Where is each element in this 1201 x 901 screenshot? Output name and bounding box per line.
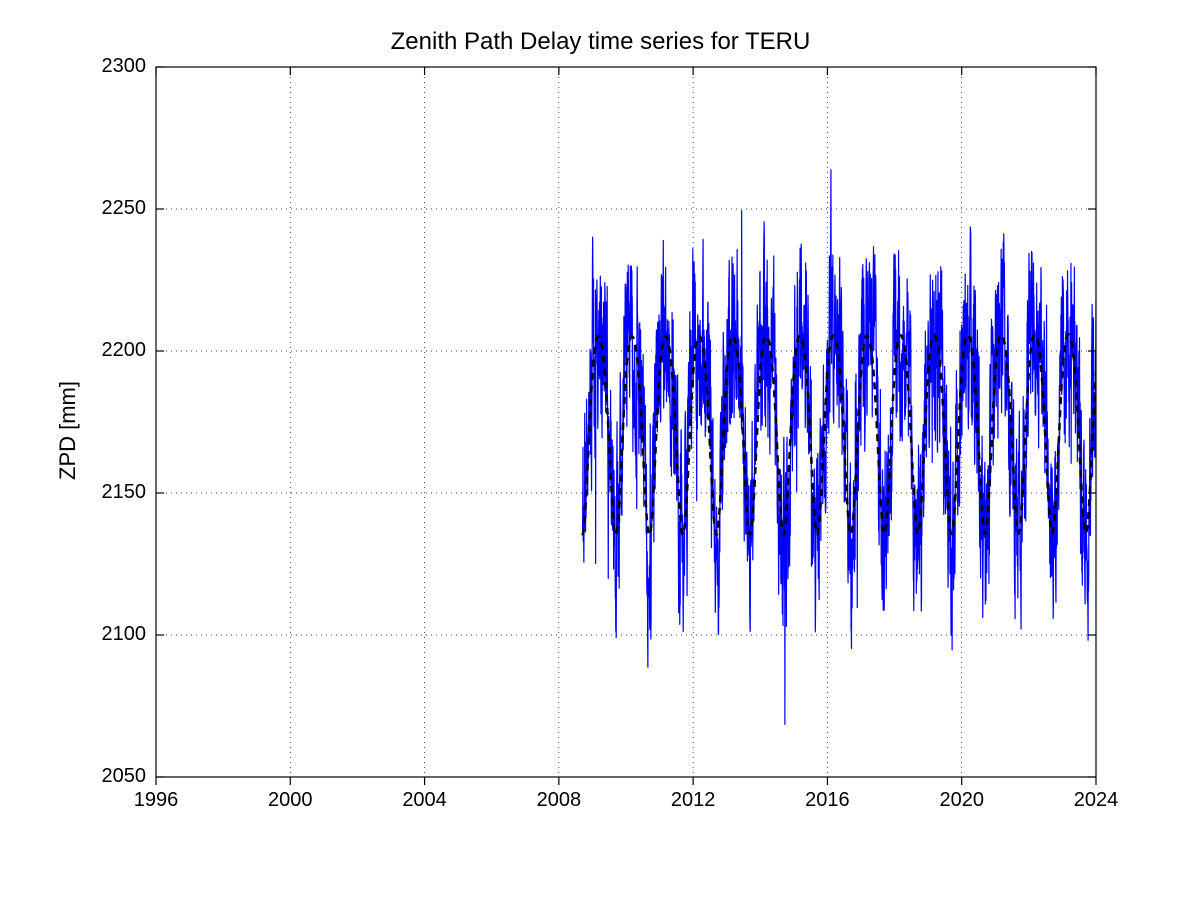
- plot-background: [156, 67, 1096, 777]
- plot-area: [0, 0, 1201, 901]
- figure: Zenith Path Delay time series for TERU Z…: [0, 0, 1201, 901]
